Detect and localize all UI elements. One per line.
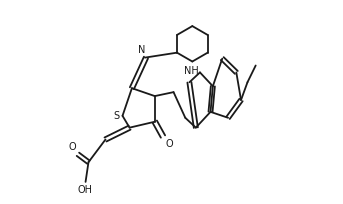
Text: OH: OH: [77, 185, 92, 195]
Text: O: O: [165, 139, 173, 149]
Text: S: S: [114, 111, 119, 121]
Text: N: N: [138, 45, 145, 55]
Text: NH: NH: [184, 66, 199, 76]
Text: O: O: [69, 142, 76, 152]
